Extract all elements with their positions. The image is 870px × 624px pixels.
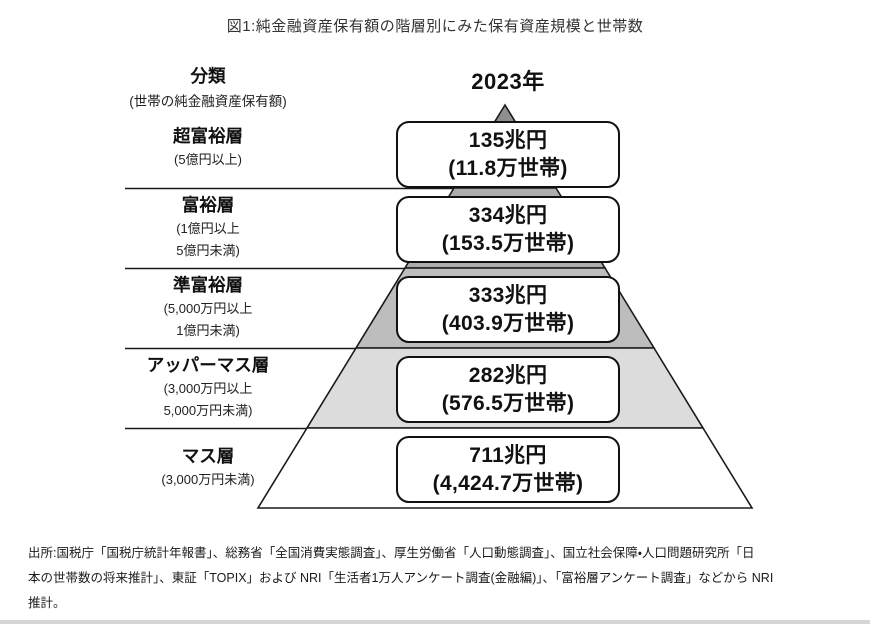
value-box-tier4: 282兆円 (576.5万世帯): [396, 356, 620, 423]
assets-value: 711兆円: [469, 443, 547, 467]
tier-range: (1億円以上: [176, 220, 240, 236]
tier-name: マス層: [181, 446, 235, 467]
tier-label-cho-fuyuso: 超富裕層 (5億円以上): [96, 108, 320, 188]
tier-name: 超富裕層: [173, 126, 243, 147]
tier-range: (5,000万円以上: [163, 300, 253, 316]
figure-title: 図1:純金融資産保有額の階層別にみた保有資産規模と世帯数: [226, 18, 644, 35]
households-value: (11.8万世帯): [448, 156, 568, 180]
tier-range: (3,000万円以上: [163, 380, 253, 396]
tier-name: 準富裕層: [173, 275, 243, 296]
value-box-tier1: 135兆円 (11.8万世帯): [396, 121, 620, 188]
tier-label-upper-mass: アッパーマス層 (3,000万円以上 5,000万円未満): [96, 348, 320, 428]
category-column-subtitle: (世帯の純金融資産保有額): [129, 94, 287, 109]
source-line-1: 出所:国税庁「国税庁統計年報書」、総務省「全国消費実態調査」、厚生労働省「人口動…: [28, 546, 755, 560]
value-box-tier3: 333兆円 (403.9万世帯): [396, 276, 620, 343]
tier-label-mass: マス層 (3,000万円未満): [96, 428, 320, 508]
value-box-tier5: 711兆円 (4,424.7万世帯): [396, 436, 620, 503]
source-note: 出所:国税庁「国税庁統計年報書」、総務省「全国消費実態調査」、厚生労働省「人口動…: [28, 541, 846, 616]
tier-range: 1億円未満): [176, 322, 240, 338]
source-line-2: 本の世帯数の将来推計」、東証「TOPIX」および NRI「生活者1万人アンケート…: [28, 571, 774, 585]
assets-value: 334兆円: [468, 203, 548, 227]
tier-name: アッパーマス層: [146, 355, 270, 376]
tier-name: 富裕層: [181, 195, 235, 216]
tier-label-jun-fuyuso: 準富裕層 (5,000万円以上 1億円未満): [96, 268, 320, 348]
households-value: (4,424.7万世帯): [432, 471, 584, 495]
households-value: (403.9万世帯): [441, 311, 575, 335]
tier-range: (3,000万円未満): [161, 471, 255, 487]
tier-range: 5,000万円未満): [163, 402, 253, 418]
tier-range: (5億円以上): [174, 151, 242, 167]
window-bottom-edge: [0, 620, 870, 624]
households-value: (153.5万世帯): [441, 231, 575, 255]
value-box-tier2: 334兆円 (153.5万世帯): [396, 196, 620, 263]
tier-range: 5億円未満): [176, 242, 240, 258]
source-line-3: 推計。: [28, 596, 66, 610]
category-column-header: 分類: [190, 66, 226, 86]
assets-value: 135兆円: [468, 128, 548, 152]
tier-label-fuyuso: 富裕層 (1億円以上 5億円未満): [96, 188, 320, 268]
year-header: 2023年: [471, 69, 545, 94]
assets-value: 282兆円: [468, 363, 548, 387]
assets-value: 333兆円: [468, 283, 548, 307]
households-value: (576.5万世帯): [441, 391, 575, 415]
